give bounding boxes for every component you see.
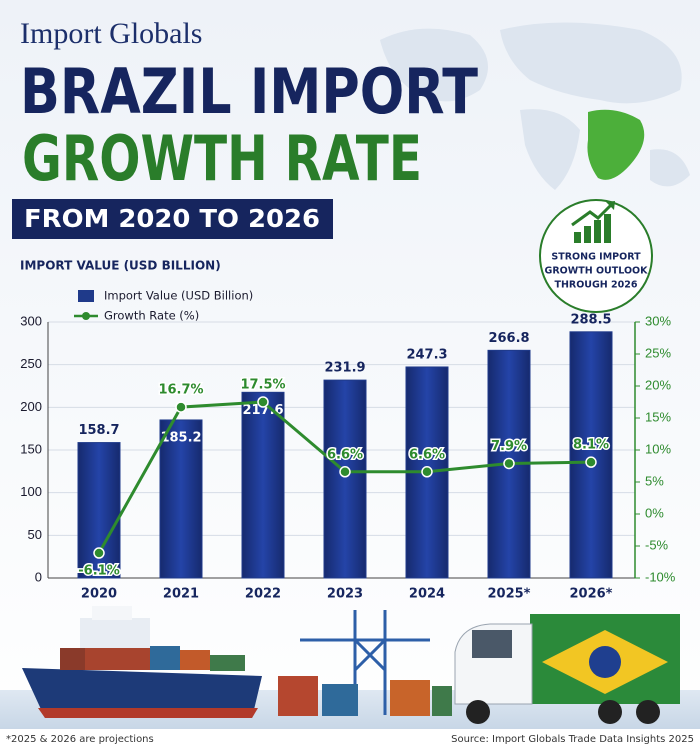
y2-tick-label: 5% (645, 473, 664, 488)
bar-value-label: 217.6 (242, 403, 283, 418)
y2-tick-label: -10% (645, 569, 676, 584)
logo: Import Globals (20, 17, 202, 50)
x-tick-label: 2023 (327, 587, 363, 602)
bar (569, 331, 613, 579)
growth-value-label: 7.9% (491, 439, 527, 454)
bar-value-label: 158.7 (78, 423, 119, 438)
y-tick-label: 150 (20, 441, 42, 456)
x-tick-label: 2022 (245, 587, 281, 602)
badge-text: STRONG IMPORT (551, 252, 641, 263)
y-tick-label: 0 (35, 569, 42, 584)
source: Source: Import Globals Trade Data Insigh… (451, 734, 694, 745)
growth-point (585, 456, 597, 468)
legend-label: Import Value (USD Billion) (104, 289, 253, 303)
bar (159, 419, 203, 579)
x-tick-label: 2026* (570, 587, 613, 602)
growth-point (503, 457, 515, 470)
y-axis-title: IMPORT VALUE (USD BILLION) (20, 259, 221, 273)
y2-tick-label: 10% (645, 441, 671, 456)
bar-value-label: 266.8 (488, 331, 529, 346)
subtitle: FROM 2020 TO 2026 (24, 204, 320, 233)
growth-value-label: 8.1% (573, 438, 609, 453)
y-tick-label: 50 (28, 527, 42, 542)
badge-icon (571, 201, 615, 243)
bar (323, 379, 367, 579)
chart: 0 50 100 150 200 250 300 -10% -5% 0% 5% 10% 15% 20% 25… (20, 289, 675, 602)
y-tick-label: 200 (20, 399, 42, 414)
legend-swatch (78, 290, 94, 302)
growth-value-label: 6.6% (409, 447, 445, 462)
title-line-2: GROWTH RATE (22, 122, 422, 195)
bar-value-label: 288.5 (570, 312, 611, 327)
brazil-map (587, 109, 645, 180)
x-tick-label: 2021 (163, 587, 199, 602)
x-tick-label: 2025* (488, 587, 531, 602)
x-tick-label: 2020 (81, 587, 117, 602)
ship (22, 606, 262, 718)
badge-text: THROUGH 2026 (554, 280, 637, 291)
y-tick-label: 100 (20, 484, 42, 499)
x-tick-label: 2024 (409, 587, 445, 602)
footer-bar (0, 729, 700, 750)
containers (278, 676, 452, 716)
y-tick-label: 300 (20, 313, 42, 328)
bar-value-label: 247.3 (406, 347, 447, 362)
y2-tick-label: -5% (645, 537, 669, 552)
bar-value-label: 231.9 (324, 361, 365, 376)
legend-swatch (82, 312, 90, 320)
crane (300, 610, 430, 715)
bar (241, 391, 285, 579)
growth-value-label: 16.7% (158, 383, 203, 398)
badge-text: GROWTH OUTLOOK (545, 266, 649, 277)
y2-tick-label: 25% (645, 345, 671, 360)
truck (454, 614, 680, 724)
growth-value-label: -6.1% (78, 564, 119, 579)
growth-value-label: 6.6% (327, 447, 363, 462)
title-line-1: BRAZIL IMPORT (20, 55, 478, 128)
y-tick-label: 250 (20, 356, 42, 371)
growth-point (175, 401, 187, 413)
growth-point (421, 466, 433, 478)
bar-value-label: 185.2 (160, 430, 201, 445)
growth-point (93, 547, 105, 559)
growth-point (339, 466, 351, 478)
y2-tick-label: 15% (645, 409, 671, 424)
badge (539, 199, 653, 313)
subtitle-box (12, 199, 333, 239)
world-map (380, 22, 690, 190)
y2-tick-label: 20% (645, 377, 671, 392)
growth-point (257, 396, 269, 408)
footnote: *2025 & 2026 are projections (6, 734, 154, 745)
growth-value-label: 17.5% (240, 378, 285, 393)
y2-tick-label: 0% (645, 505, 664, 520)
legend-label: Growth Rate (%) (104, 309, 199, 323)
y2-tick-label: 30% (645, 313, 671, 328)
